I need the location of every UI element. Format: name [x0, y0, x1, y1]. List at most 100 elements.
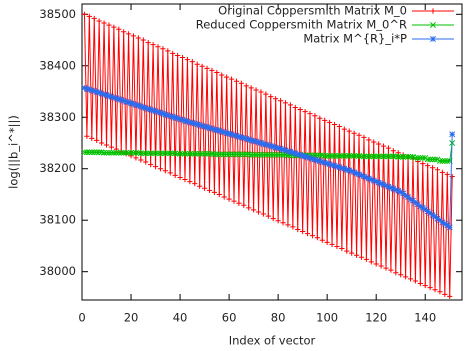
point-marker	[412, 154, 419, 161]
point-marker	[155, 109, 161, 116]
point-marker	[135, 102, 142, 109]
point-marker	[228, 131, 235, 138]
point-marker	[120, 149, 127, 156]
point-marker	[167, 150, 174, 157]
point-marker	[449, 131, 456, 138]
point-marker	[383, 265, 389, 271]
point-marker	[128, 153, 134, 159]
point-marker	[343, 166, 350, 173]
point-marker	[373, 178, 380, 185]
point-marker	[164, 112, 171, 119]
point-marker	[238, 80, 244, 86]
point-marker	[370, 153, 377, 160]
point-marker	[137, 150, 144, 157]
point-marker	[341, 126, 347, 132]
point-marker	[223, 130, 230, 137]
point-marker	[331, 162, 338, 169]
point-marker	[326, 161, 333, 168]
point-marker	[192, 181, 198, 187]
point-marker	[297, 151, 304, 158]
point-marker	[439, 169, 445, 175]
point-marker	[115, 96, 122, 103]
point-marker	[118, 149, 125, 156]
point-marker	[371, 139, 377, 145]
point-marker	[390, 185, 397, 192]
point-marker	[368, 153, 375, 160]
point-marker	[221, 151, 228, 158]
point-marker	[216, 127, 223, 134]
point-marker	[108, 149, 115, 156]
point-marker	[373, 153, 380, 160]
point-marker	[294, 151, 301, 158]
point-marker	[402, 192, 409, 199]
point-marker	[106, 93, 112, 100]
point-marker	[219, 72, 225, 78]
point-marker	[81, 84, 88, 91]
point-marker	[121, 29, 127, 35]
point-marker	[368, 176, 375, 183]
point-marker	[123, 98, 130, 105]
point-marker	[189, 119, 196, 126]
point-marker	[255, 209, 262, 215]
point-marker	[441, 220, 448, 227]
point-marker	[324, 239, 330, 245]
point-marker	[99, 140, 105, 146]
point-marker	[414, 154, 421, 161]
point-marker	[81, 11, 88, 17]
point-marker	[307, 111, 313, 117]
point-marker	[378, 263, 384, 269]
point-marker	[199, 150, 206, 157]
point-marker	[407, 196, 414, 203]
point-marker	[199, 63, 205, 69]
point-marker	[142, 150, 149, 157]
point-marker	[417, 280, 423, 287]
point-marker	[375, 153, 382, 160]
legend-marker	[430, 8, 436, 14]
plot-frame	[81, 3, 463, 301]
point-marker	[245, 136, 252, 143]
point-marker	[351, 152, 358, 159]
point-marker	[420, 160, 426, 167]
point-marker	[390, 148, 396, 154]
point-marker	[258, 140, 264, 146]
point-marker	[317, 115, 323, 121]
point-marker	[147, 106, 154, 113]
point-marker	[442, 291, 448, 297]
y-axis-label: log(||b_i^*||)	[7, 115, 21, 189]
point-marker	[297, 106, 303, 113]
point-marker	[140, 150, 147, 157]
point-marker	[208, 125, 215, 132]
point-marker	[135, 35, 141, 41]
point-marker	[449, 173, 455, 180]
point-marker	[280, 151, 286, 158]
point-marker	[211, 189, 217, 196]
point-marker	[162, 168, 168, 174]
point-marker	[360, 153, 367, 160]
point-marker	[142, 105, 149, 111]
point-marker	[405, 153, 412, 160]
point-marker	[88, 87, 95, 94]
point-marker	[429, 156, 436, 163]
point-marker	[159, 150, 166, 157]
point-marker	[84, 133, 90, 139]
point-marker	[393, 270, 399, 276]
point-marker	[204, 65, 210, 71]
point-marker	[169, 113, 176, 120]
point-marker	[265, 213, 271, 219]
point-marker	[138, 157, 144, 163]
point-marker	[233, 132, 240, 139]
point-marker	[314, 152, 321, 159]
legend-label: Reduced Coppersmith Matrix M_0^R	[196, 18, 407, 32]
point-marker	[439, 219, 446, 226]
x-tick-label: 100	[316, 311, 338, 325]
point-marker	[170, 50, 176, 57]
point-marker	[221, 129, 228, 136]
point-marker	[123, 149, 130, 156]
point-marker	[417, 203, 424, 210]
point-marker	[184, 150, 191, 157]
point-marker	[385, 145, 392, 151]
point-marker	[422, 282, 428, 289]
point-marker	[130, 149, 137, 156]
point-marker	[213, 127, 220, 134]
point-marker	[427, 156, 434, 163]
